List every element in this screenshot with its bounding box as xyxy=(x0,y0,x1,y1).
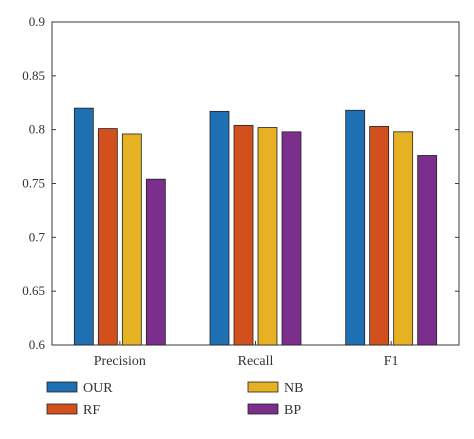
x-tick-label: Precision xyxy=(94,354,146,369)
bar-bp-recall xyxy=(281,131,302,346)
y-tick-label: 0.6 xyxy=(29,337,46,352)
bar-our-f1 xyxy=(345,109,366,346)
legend-label-nb: NB xyxy=(284,381,303,396)
bar-nb-f1 xyxy=(393,131,414,346)
legend-label-our: OUR xyxy=(83,381,113,396)
y-tick-label: 0.65 xyxy=(22,283,45,298)
plot-area xyxy=(51,21,460,346)
y-tick-label: 0.7 xyxy=(29,229,46,244)
y-axis: 0.6 0.65 0.7 0.75 0.8 0.85 0.9 xyxy=(22,14,459,352)
legend-swatch-nb xyxy=(247,381,279,393)
legend-swatch-our xyxy=(46,381,78,393)
legend-swatch-bp xyxy=(247,403,279,415)
y-tick-label: 0.9 xyxy=(29,14,45,29)
legend-label-bp: BP xyxy=(284,403,301,418)
legend-swatch-rf xyxy=(46,403,78,415)
bar-bp-precision xyxy=(145,178,166,346)
bar-rf-f1 xyxy=(369,126,390,346)
legend: OUR RF NB BP xyxy=(46,381,303,418)
y-tick-label: 0.8 xyxy=(29,122,45,137)
x-tick-label: F1 xyxy=(384,354,399,369)
y-tick-label: 0.85 xyxy=(22,68,45,83)
bar-bp-f1 xyxy=(417,155,438,346)
x-tick-label: Recall xyxy=(238,354,274,369)
bar-our-precision xyxy=(73,107,94,346)
bar-nb-recall xyxy=(257,127,278,346)
x-axis: Precision Recall F1 xyxy=(94,341,399,369)
bar-our-recall xyxy=(209,110,230,346)
bar-nb-precision xyxy=(121,133,142,346)
bars-group xyxy=(73,107,438,346)
bar-rf-precision xyxy=(97,128,118,346)
y-tick-label: 0.75 xyxy=(22,176,45,191)
bar-rf-recall xyxy=(233,124,254,346)
legend-label-rf: RF xyxy=(83,403,100,418)
